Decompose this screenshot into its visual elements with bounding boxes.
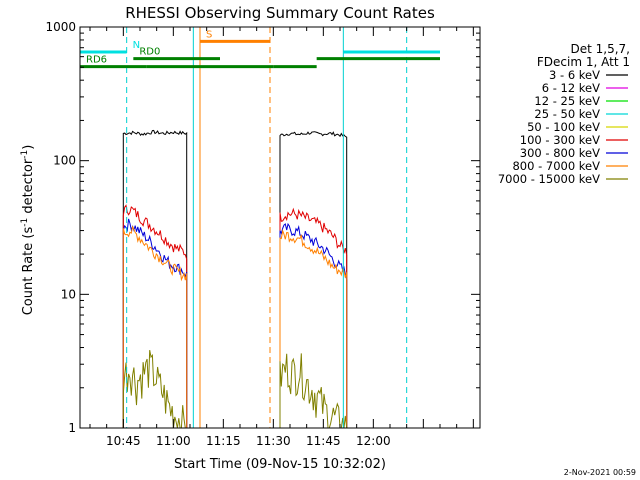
event-lines: [79, 27, 408, 428]
x-tick-label: 10:45: [106, 434, 141, 448]
legend-label: 800 - 7000 keV: [512, 159, 600, 173]
state-label: N: [133, 40, 140, 51]
series-line: [122, 350, 187, 429]
state-label: RD6: [86, 55, 107, 66]
legend-header-1: Det 1,5,7,: [571, 42, 631, 56]
series-line: [122, 129, 188, 428]
y-axis: 1 10 100 1000: [45, 20, 480, 435]
series-line: [279, 228, 348, 428]
y-axis-label: Count Rate (s-1 detector-1): [20, 145, 36, 316]
legend-label: 7000 - 15000 keV: [498, 172, 600, 186]
x-tick-label: 12:00: [356, 434, 391, 448]
footer-timestamp: 2-Nov-2021 00:59: [563, 468, 636, 477]
legend-label: 50 - 100 keV: [527, 120, 600, 134]
series-line: [279, 207, 348, 428]
state-label: RD0: [139, 47, 160, 58]
legend-label: 6 - 12 keV: [542, 81, 600, 95]
legend-label: 3 - 6 keV: [549, 68, 600, 82]
x-tick-label: 11:00: [156, 434, 191, 448]
series-line: [122, 204, 188, 428]
chart-title: RHESSI Observing Summary Count Rates: [125, 4, 435, 22]
y-tick-label: 10: [61, 287, 76, 301]
traces: [122, 129, 348, 429]
series-line: [279, 222, 348, 428]
legend-label: 25 - 50 keV: [534, 107, 600, 121]
series-line: [122, 225, 188, 428]
y-tick-label: 1000: [45, 20, 76, 34]
x-tick-label: 11:15: [206, 434, 241, 448]
x-axis-label: Start Time (09-Nov-15 10:32:02): [174, 457, 386, 472]
legend-header-2: FDecim 1, Att 1: [537, 55, 630, 69]
x-tick-label: 11:30: [256, 434, 291, 448]
y-tick-label: 100: [53, 154, 76, 168]
legend-label: 100 - 300 keV: [520, 133, 600, 147]
series-line: [279, 131, 348, 428]
x-tick-label: 11:45: [306, 434, 341, 448]
series-line: [122, 218, 188, 428]
y-tick-label: 1: [68, 421, 76, 435]
state-label: S: [206, 29, 212, 40]
series-line: [279, 353, 348, 429]
legend-label: 12 - 25 keV: [534, 94, 600, 108]
legend-label: 300 - 800 keV: [520, 146, 600, 160]
x-axis: 10:45 11:00 11:15 11:30 11:45 12:00: [89, 27, 474, 448]
plot-frame: [79, 26, 481, 429]
